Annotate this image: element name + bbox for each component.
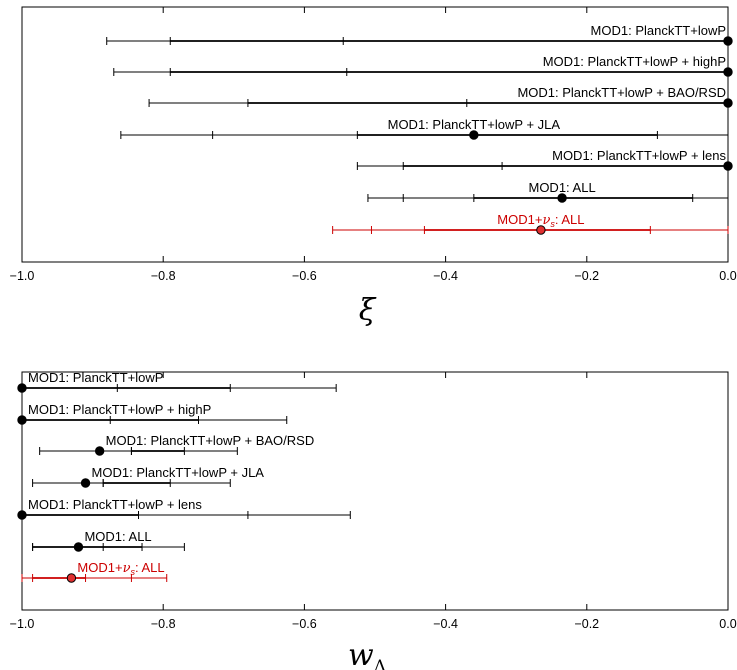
x-tick-label: 0.0 — [719, 269, 736, 283]
errorbar-row: MOD1: PlanckTT+lowP + BAO/RSD — [148, 85, 733, 108]
errorbar-center-point — [17, 510, 27, 520]
series-label: MOD1: ALL — [84, 529, 151, 544]
errorbar-center-point — [17, 415, 27, 425]
errorbar-center-point — [723, 161, 733, 171]
errorbar-row: MOD1: PlanckTT+lowP + JLA — [32, 465, 265, 488]
errorbar-row: MOD1: PlanckTT+lowP + highP — [113, 54, 733, 77]
x-tick-label: −0.6 — [292, 617, 317, 631]
errorbar-center-point — [94, 446, 105, 456]
errorbar-center-point — [723, 36, 733, 46]
x-tick-label: −0.4 — [433, 617, 458, 631]
errorbar-row: MOD1: PlanckTT+lowP + BAO/RSD — [39, 433, 315, 456]
x-axis-label: ξ — [359, 293, 377, 328]
errorbar-row: MOD1: PlanckTT+lowP + lens — [356, 148, 733, 171]
x-tick-label: −0.6 — [292, 269, 317, 283]
errorbar-center-point — [73, 542, 84, 552]
errorbar-row: MOD1: PlanckTT+lowP + lens — [17, 497, 351, 520]
series-label: MOD1: PlanckTT+lowP — [28, 370, 163, 385]
x-tick-label: −0.8 — [151, 269, 176, 283]
x-tick-label: −1.0 — [10, 269, 35, 283]
errorbar-center-point — [66, 573, 77, 583]
errorbar-row: MOD1: PlanckTT+lowP + highP — [17, 402, 288, 425]
x-tick-label: −1.0 — [10, 617, 35, 631]
series-label: MOD1: PlanckTT+lowP + BAO/RSD — [517, 85, 726, 100]
errorbar-row: MOD1+νs: ALL — [21, 560, 168, 583]
errorbar-row: MOD1: ALL — [32, 529, 185, 552]
x-tick-label: −0.8 — [151, 617, 176, 631]
errorbar-center-point — [17, 383, 27, 393]
errorbar-center-point — [723, 67, 733, 77]
chart-panel-1: −1.0 −0.8 −0.6 −0.4 −0.2 0.0 ξ MOD1: PlanckTT+l… — [10, 6, 737, 328]
plot-frame — [21, 371, 729, 611]
series-label: MOD1: PlanckTT+lowP + lens — [28, 497, 202, 512]
errorbar-center-point — [536, 225, 546, 235]
x-tick-label: −0.2 — [574, 269, 599, 283]
series-label: MOD1: PlanckTT+lowP + highP — [543, 54, 726, 69]
series-label: MOD1: PlanckTT+lowP + JLA — [388, 117, 561, 132]
series-label: MOD1+νs: ALL — [77, 560, 164, 577]
x-axis-label: wΛ — [348, 638, 387, 670]
errorbar-row: MOD1: PlanckTT+lowP + JLA — [120, 117, 729, 140]
errorbar-center-point — [80, 478, 91, 488]
errorbar-center-point — [723, 98, 733, 108]
series-label: MOD1: PlanckTT+lowP + BAO/RSD — [106, 433, 315, 448]
series-label: MOD1: PlanckTT+lowP — [591, 23, 726, 38]
errorbar-center-point — [557, 193, 567, 203]
errorbar-row: MOD1: PlanckTT+lowP — [17, 370, 337, 393]
x-tick-label: −0.4 — [433, 269, 458, 283]
x-tick-label: 0.0 — [719, 617, 736, 631]
series-label: MOD1: PlanckTT+lowP + JLA — [92, 465, 265, 480]
series-label: MOD1: PlanckTT+lowP + highP — [28, 402, 211, 417]
series-label: MOD1+νs: ALL — [497, 212, 584, 229]
errorbar-row: MOD1: ALL — [367, 180, 729, 203]
x-tick-label: −0.2 — [574, 617, 599, 631]
chart-panel-2: −1.0 −0.8 −0.6 −0.4 −0.2 0.0 wΛ MOD1: PlanckTT+… — [10, 370, 737, 670]
series-label: MOD1: ALL — [528, 180, 595, 195]
series-label: MOD1: PlanckTT+lowP + lens — [552, 148, 726, 163]
errorbar-row: MOD1: PlanckTT+lowP — [106, 23, 733, 46]
errorbar-center-point — [469, 130, 479, 140]
errorbar-row: MOD1+νs: ALL — [332, 212, 729, 235]
